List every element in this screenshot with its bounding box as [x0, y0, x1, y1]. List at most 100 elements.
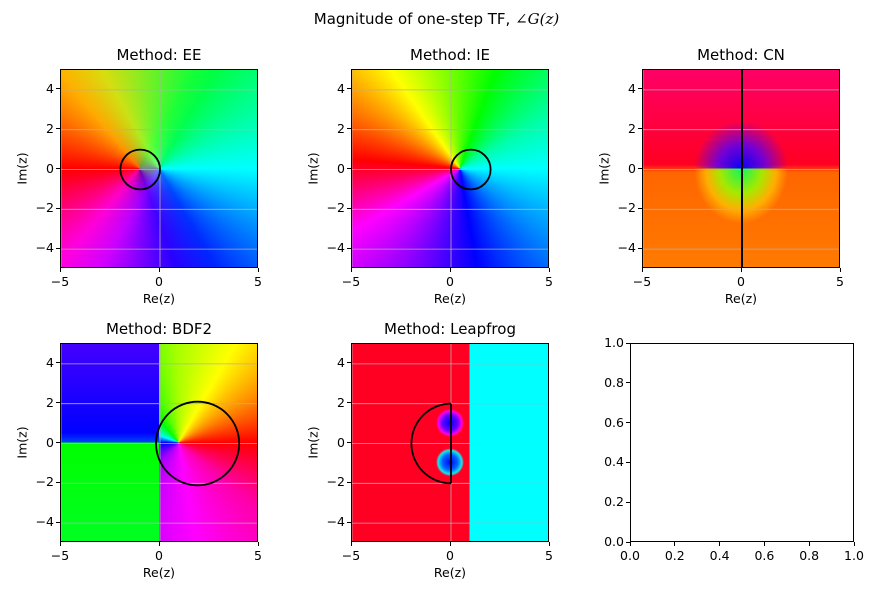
x-tick-mark [808, 542, 810, 546]
leapfrog-lower-lobe [352, 344, 548, 541]
x-tick-mark [350, 542, 352, 546]
y-tick-label: −4 [35, 240, 54, 256]
x-tick-mark [59, 268, 61, 272]
y-tick-mark [626, 461, 630, 463]
x-tick-mark [674, 542, 676, 546]
x-tick-label: 5 [545, 274, 553, 289]
y-tick-label: 2 [337, 120, 345, 136]
figure-title: Magnitude of one-step TF, ∠G(z) [0, 10, 873, 28]
x-axis-label: Re(z) [142, 565, 176, 580]
plot-area-cn [642, 69, 840, 268]
y-tick-mark [626, 422, 630, 424]
y-tick-label: −2 [617, 200, 636, 216]
panel-title-leapfrog: Method: Leapfrog [384, 320, 516, 338]
y-tick-mark [56, 442, 60, 443]
y-tick-mark [56, 247, 60, 249]
plot-area-bdf2 [60, 343, 258, 542]
x-tick-mark [629, 542, 631, 546]
x-tick-label: 0 [155, 274, 163, 289]
plot-area-leapfrog [351, 343, 549, 542]
x-tick-label: −5 [341, 274, 361, 289]
x-tick-label: −5 [632, 274, 652, 289]
x-tick-mark [449, 268, 451, 272]
y-tick-mark [638, 168, 642, 169]
panel-title-bdf2: Method: BDF2 [105, 320, 213, 338]
y-tick-label: 4 [337, 80, 345, 96]
x-tick-mark [740, 268, 742, 272]
x-tick-label: 0.2 [664, 548, 685, 563]
x-tick-label: 0.8 [799, 548, 820, 563]
y-tick-mark [56, 128, 60, 130]
x-tick-mark [158, 268, 160, 272]
phase-map-ie [352, 70, 548, 267]
x-tick-mark [350, 268, 352, 272]
y-tick-label: −2 [326, 474, 345, 490]
y-tick-label: −4 [326, 240, 345, 256]
x-tick-label: −5 [341, 548, 361, 563]
y-tick-label: 0.4 [604, 454, 624, 470]
y-tick-label: 2 [46, 120, 54, 136]
y-tick-mark [638, 88, 642, 90]
x-tick-mark [449, 542, 451, 546]
panel-title-ie: Method: IE [410, 46, 490, 64]
x-axis-label: Re(z) [433, 565, 467, 580]
y-tick-mark [626, 382, 630, 384]
phase-map-ee-pole [61, 70, 257, 267]
x-tick-label: 0 [446, 274, 454, 289]
x-tick-label: 0.0 [620, 548, 640, 563]
y-axis-label: Im(z) [14, 425, 30, 459]
y-tick-mark [626, 342, 630, 344]
y-tick-label: 0 [46, 434, 54, 450]
y-tick-label: 2 [46, 394, 54, 410]
y-tick-mark [56, 168, 60, 169]
y-tick-mark [626, 541, 630, 543]
x-tick-label: 0 [446, 548, 454, 563]
y-tick-label: 0 [46, 160, 54, 176]
y-tick-mark [56, 88, 60, 90]
x-tick-label: 0 [737, 274, 745, 289]
stability-boundary [450, 148, 492, 191]
y-tick-mark [347, 442, 351, 443]
plot-area-empty [630, 343, 854, 542]
overlay-bdf2 [61, 344, 257, 541]
y-tick-mark [347, 362, 351, 364]
stability-boundary [119, 148, 161, 191]
y-tick-mark [638, 128, 642, 130]
y-tick-label: −4 [617, 240, 636, 256]
y-tick-label: 1.0 [604, 335, 624, 350]
y-tick-mark [56, 402, 60, 404]
y-tick-label: 4 [628, 80, 636, 96]
x-tick-label: −5 [50, 548, 70, 563]
x-axis-label: Re(z) [433, 291, 467, 306]
y-tick-label: 0.0 [604, 534, 624, 549]
x-tick-mark [853, 542, 855, 546]
plot-area-ee [60, 69, 258, 268]
y-tick-label: 0.8 [604, 374, 624, 390]
overlay-leapfrog [352, 344, 548, 541]
y-tick-mark [56, 481, 60, 483]
y-tick-label: −2 [35, 200, 54, 216]
x-tick-label: 5 [545, 548, 553, 563]
x-tick-label: −5 [50, 274, 70, 289]
y-tick-label: −2 [35, 474, 54, 490]
y-tick-label: 2 [337, 394, 345, 410]
x-tick-label: 5 [254, 548, 262, 563]
y-tick-label: 4 [46, 354, 54, 370]
y-tick-label: 0.6 [604, 414, 624, 430]
x-tick-mark [719, 542, 721, 546]
y-tick-mark [56, 521, 60, 523]
y-tick-label: 0 [337, 434, 345, 450]
x-tick-mark [548, 542, 550, 546]
y-tick-mark [638, 247, 642, 249]
x-tick-label: 0.4 [709, 548, 730, 563]
x-tick-label: 0 [155, 548, 163, 563]
stability-boundary [155, 400, 241, 487]
x-axis-label: Re(z) [724, 291, 758, 306]
y-tick-mark [347, 247, 351, 249]
x-tick-mark [257, 268, 259, 272]
x-tick-label: 1.0 [844, 548, 864, 563]
y-tick-mark [347, 128, 351, 130]
x-tick-mark [257, 542, 259, 546]
panel-title-cn: Method: CN [697, 46, 785, 64]
y-tick-label: 4 [337, 354, 345, 370]
